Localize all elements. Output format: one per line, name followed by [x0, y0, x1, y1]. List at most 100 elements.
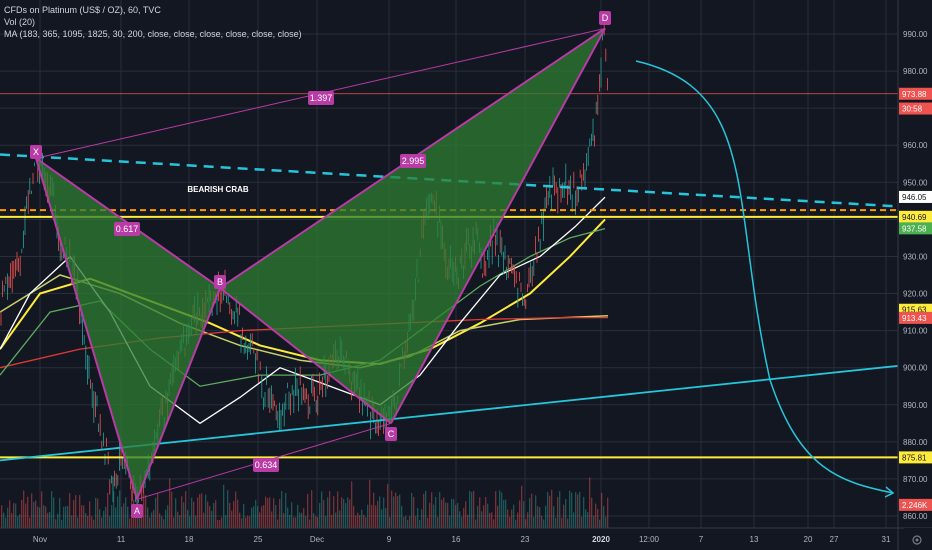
volume-bar — [71, 515, 73, 528]
volume-bar — [493, 519, 495, 528]
volume-bar — [99, 509, 101, 528]
volume-bar — [393, 496, 395, 528]
volume-bar — [271, 511, 273, 528]
volume-bar — [339, 510, 341, 528]
y-tick-label: 930.00 — [903, 252, 928, 261]
volume-bar — [213, 502, 215, 528]
volume-bar — [153, 510, 155, 528]
volume-bar — [593, 515, 595, 528]
settings-icon[interactable] — [912, 535, 922, 545]
volume-bar — [195, 515, 197, 528]
volume-bar — [205, 494, 207, 528]
volume-bar — [585, 509, 587, 528]
volume-bar — [607, 497, 609, 528]
volume-bar — [509, 516, 511, 528]
volume-bar — [359, 514, 361, 528]
volume-bar — [499, 490, 501, 528]
volume-bar — [79, 495, 81, 528]
volume-bar — [193, 501, 195, 528]
volume-bar — [179, 515, 181, 528]
pattern-leg — [390, 27, 606, 424]
ratio-label-box — [253, 458, 279, 472]
volume-bar — [163, 519, 165, 528]
chart-legend: CFDs on Platinum (US$ / OZ), 60, TVC Vol… — [4, 4, 302, 40]
ratio-label: 1.397 — [310, 93, 333, 103]
volume-bar — [1, 505, 3, 528]
price-tag-box — [899, 451, 932, 464]
volume-bar — [333, 496, 335, 528]
y-tick-label: 880.00 — [903, 438, 928, 447]
volume-bar — [605, 516, 607, 528]
volume-bar — [235, 491, 237, 528]
volume-bar — [233, 501, 235, 528]
volume-bar — [527, 512, 529, 528]
volume-bar — [91, 516, 93, 528]
volume-bar — [63, 506, 65, 528]
volume-bar — [491, 512, 493, 528]
volume-bar — [189, 516, 191, 528]
volume-bar — [457, 503, 459, 528]
volume-bar — [273, 498, 275, 528]
volume-bar — [327, 497, 329, 528]
volume-bar — [417, 508, 419, 528]
y-tick-label: 950.00 — [903, 178, 928, 187]
volume-bar — [101, 517, 103, 528]
volume-bar — [455, 504, 457, 528]
volume-bar — [471, 492, 473, 528]
volume-bar — [83, 505, 85, 528]
volume-bar — [559, 491, 561, 528]
volume-bar — [309, 519, 311, 528]
y-tick-label: 920.00 — [903, 290, 928, 299]
volume-bar — [523, 501, 525, 528]
volume-bar — [365, 517, 367, 528]
volume-bar — [141, 513, 143, 528]
volume-bar — [119, 490, 121, 528]
volume-bar — [321, 491, 323, 528]
harmonic-pattern: 0.617 0.634 2.995 1.397 X A B C D — [30, 11, 611, 518]
volume-bar — [403, 517, 405, 528]
volume-bar — [549, 495, 551, 528]
price-tag-box — [899, 190, 932, 203]
volume-bar — [111, 505, 113, 528]
volume-bar — [27, 496, 29, 528]
volume-bar — [185, 491, 187, 528]
volume-bar — [61, 519, 63, 528]
volume-bar — [217, 519, 219, 528]
volume-bar — [247, 515, 249, 528]
volume-bar — [123, 503, 125, 528]
x-tick-label: 11 — [117, 535, 126, 544]
volume-bar — [515, 519, 517, 528]
volume-bar — [577, 494, 579, 528]
volume-bar — [145, 495, 147, 528]
volume-bar — [409, 516, 411, 528]
volume-bar — [109, 516, 111, 528]
volume-bar — [307, 493, 309, 528]
pattern-leg — [219, 287, 392, 425]
axis-corner — [904, 528, 932, 550]
volume-bar — [335, 512, 337, 528]
volume-bar — [347, 497, 349, 528]
volume-bar — [437, 517, 439, 528]
volume-bar — [355, 515, 357, 528]
volume-bar — [389, 517, 391, 528]
volume-bar — [175, 498, 177, 528]
volume-bar — [555, 517, 557, 528]
volume-bar — [103, 510, 105, 528]
volume-bar — [433, 504, 435, 528]
volume-bar — [447, 502, 449, 528]
volume-bar — [85, 513, 87, 528]
pattern-point-box — [385, 427, 397, 441]
volume-bar — [287, 507, 289, 528]
volume-bar — [161, 516, 163, 528]
y-tick-label: 870.00 — [903, 475, 928, 484]
volume-bar — [599, 519, 601, 528]
volume-bar — [501, 492, 503, 528]
volume-bar — [569, 490, 571, 528]
projection-arrow — [635, 60, 894, 494]
volume-bar — [239, 512, 241, 528]
volume-bar — [443, 497, 445, 528]
pattern-point-label: C — [388, 429, 395, 439]
volume-bar — [121, 506, 123, 528]
volume-bar — [67, 505, 69, 528]
